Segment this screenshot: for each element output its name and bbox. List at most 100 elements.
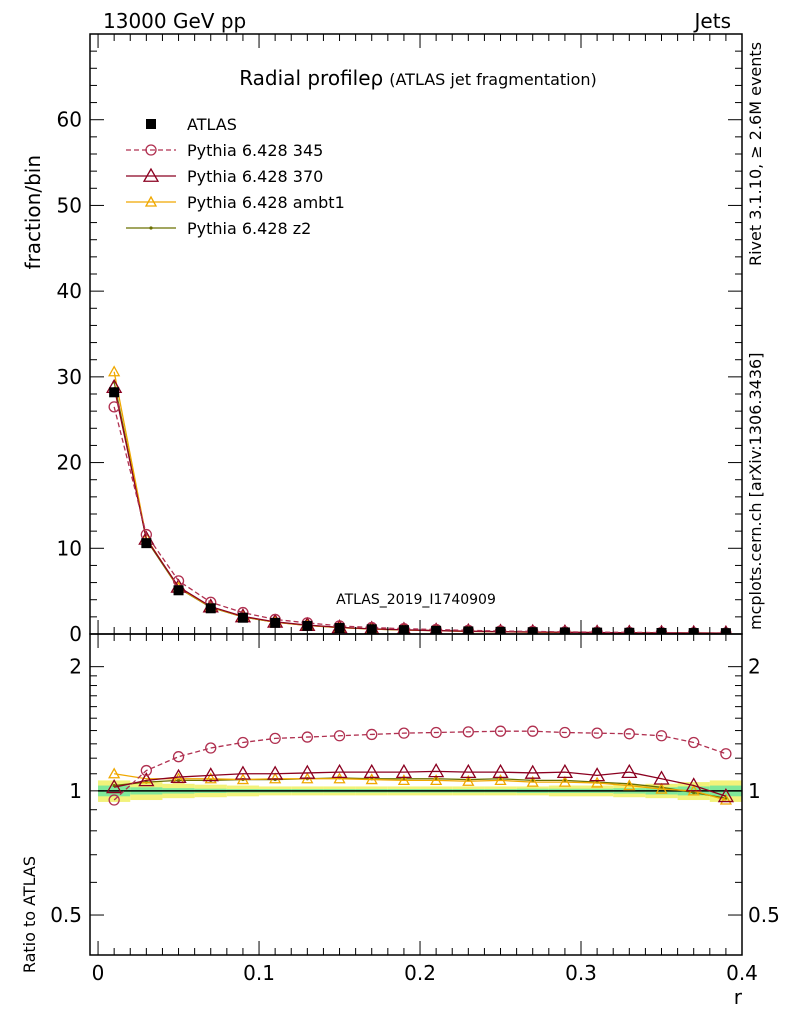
ratio-series-1-point xyxy=(494,725,507,737)
ratio-series-1-point xyxy=(559,726,571,739)
ratio-series-2-point xyxy=(170,768,187,783)
ratio-series-2-point xyxy=(588,767,606,782)
ratio-series-2-point xyxy=(685,777,702,792)
x-axis-label: r xyxy=(734,985,743,1009)
ratio-y-tick-label-right: 2 xyxy=(748,655,761,679)
ratio-series-1-point xyxy=(172,751,185,763)
header-right-label: Jets xyxy=(693,9,731,33)
legend: ATLAS Pythia 6.428 345 Pythia 6.428 370 Pyt… xyxy=(126,115,345,238)
legend-marker-4 xyxy=(149,226,153,230)
ratio-series-1-point xyxy=(366,728,378,741)
ratio-series-2-point xyxy=(138,772,155,787)
ratio-series-3-point xyxy=(108,767,121,779)
main-y-tick-label: 60 xyxy=(57,108,82,132)
ratio-series-2-point xyxy=(524,764,541,779)
ratio-series-1-point xyxy=(140,764,152,777)
legend-label-1: Pythia 6.428 345 xyxy=(187,141,323,160)
ratio-series-1-point xyxy=(655,730,668,742)
ratio-y-tick-label-right: 1 xyxy=(748,779,761,803)
ratio-series-3-point xyxy=(558,775,572,787)
main-y-tick-label: 50 xyxy=(57,193,82,217)
legend-marker-2 xyxy=(142,167,160,182)
main-data-point xyxy=(237,612,248,623)
ratio-x-tick-label: 0.4 xyxy=(726,961,758,985)
chart-subtitle: (ATLAS jet fragmentation) xyxy=(389,70,597,89)
ratio-series-1-point xyxy=(301,731,313,743)
chart-title-symbol: ρ xyxy=(371,66,384,90)
main-data-point xyxy=(109,387,120,398)
ratio-series-1-point xyxy=(688,736,700,749)
ratio-series-3-point xyxy=(204,772,217,784)
ratio-series-4-point xyxy=(176,778,181,783)
ratio-series-3-point xyxy=(397,774,411,786)
ratio-series-2-point xyxy=(234,765,252,780)
ratio-ylabel: Ratio to ATLAS xyxy=(20,856,39,973)
main-y-tick-label: 10 xyxy=(57,536,82,560)
mcplots-label: mcplots.cern.ch [arXiv:1306.3436] xyxy=(746,353,765,630)
ratio-series-2-point xyxy=(363,763,380,779)
ratio-series-3-point xyxy=(462,774,475,786)
legend-marker-1 xyxy=(145,144,157,156)
chart-title-main: Radial profile xyxy=(239,66,370,90)
ratio-x-tick-label: 0.1 xyxy=(243,961,275,985)
main-y-tick-label: 30 xyxy=(57,365,82,389)
ratio-series-1-point xyxy=(623,728,635,740)
ratio-series-2-point xyxy=(267,765,284,780)
ratio-series-2-point xyxy=(556,763,574,779)
ratio-series-4-point xyxy=(692,791,696,795)
ratio-series-line-2 xyxy=(114,770,727,797)
ratio-series-3-point xyxy=(655,782,668,794)
ratio-series-line-1 xyxy=(113,730,727,801)
ratio-series-2-point xyxy=(717,787,735,803)
main-y-tick-label: 40 xyxy=(57,279,82,303)
ratio-series-2-point xyxy=(621,763,638,779)
ratio-series-3-point xyxy=(430,774,443,786)
ratio-series-2-point xyxy=(299,764,316,779)
ratio-series-3-point xyxy=(526,775,539,787)
ratio-x-tick-label: 0.3 xyxy=(565,961,597,985)
header-left-label: 13000 GeV pp xyxy=(103,9,246,33)
ratio-series-3-point xyxy=(623,779,636,791)
legend-marker-0 xyxy=(146,119,156,129)
ratio-series-1-point xyxy=(430,726,442,739)
ratio-series-3-point xyxy=(591,776,604,788)
ratio-series-3-point xyxy=(719,793,733,805)
main-ylabel: fraction/bin xyxy=(21,155,45,270)
ratio-series-3-point xyxy=(269,772,282,784)
watermark: ATLAS_2019_I1740909 xyxy=(336,592,496,608)
ratio-series-1-point xyxy=(398,727,410,739)
ratio-series-3-point xyxy=(494,774,507,786)
ratio-y-tick-label: 0.5 xyxy=(50,903,82,927)
main-data-point xyxy=(270,617,281,628)
ratio-y-tick-label: 1 xyxy=(69,779,82,803)
main-data-point xyxy=(302,620,313,631)
main-y-tick-label: 0 xyxy=(69,622,82,646)
ratio-series-1-point xyxy=(720,748,732,760)
ratio-series-2-point xyxy=(202,767,219,782)
legend-label-2: Pythia 6.428 370 xyxy=(187,167,323,186)
ratio-series-1-point xyxy=(108,794,120,806)
ratio-series-1-point xyxy=(269,732,281,745)
ratio-series-3-point xyxy=(365,773,378,785)
ratio-series-3-point xyxy=(333,772,346,784)
ratio-x-tick-label: 0.2 xyxy=(404,961,436,985)
legend-label-3: Pythia 6.428 ambt1 xyxy=(187,193,345,212)
main-series-3-point xyxy=(108,365,121,377)
ratio-x-tick-label: 0 xyxy=(92,961,105,985)
ratio-series-4-point xyxy=(112,783,116,788)
main-data-point xyxy=(173,585,184,596)
ratio-frame-border xyxy=(89,633,743,956)
ratio-series-2-point xyxy=(331,763,348,779)
legend-marker-3 xyxy=(144,195,158,207)
ratio-y-tick-label: 2 xyxy=(69,655,82,679)
ratio-series-1-point xyxy=(205,742,217,754)
ratio-series-1-point xyxy=(462,726,474,738)
ratio-series-2-point xyxy=(395,763,413,779)
rivet-label: Rivet 3.1.10, ≥ 2.6M events xyxy=(746,42,765,266)
ratio-series-1-point xyxy=(527,725,539,737)
ratio-series-1-point xyxy=(591,727,603,739)
chart-title: Radial profileρ (ATLAS jet fragmentation) xyxy=(239,66,597,90)
ratio-series-2-point xyxy=(460,763,477,779)
ratio-series-2-point xyxy=(653,770,670,785)
